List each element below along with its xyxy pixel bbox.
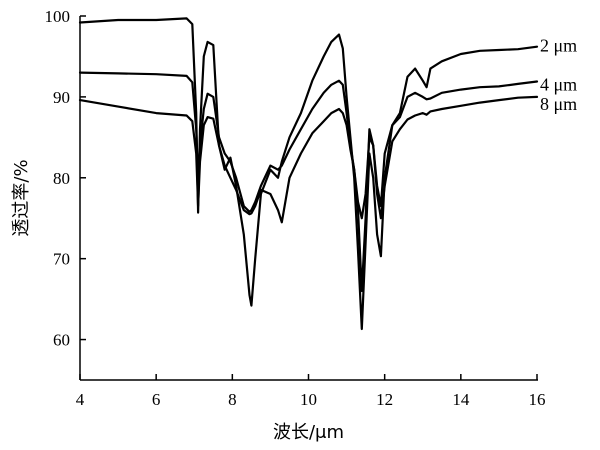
series-line-2um	[78, 17, 539, 331]
y-ticks: 60 70 80 90 100	[45, 7, 86, 350]
series-line-8um	[78, 95, 539, 224]
x-tick-label: 10	[300, 390, 317, 409]
x-axis-label: 波长/μm	[273, 422, 344, 443]
axes-layer	[79, 16, 538, 381]
series-label: 8 μm	[540, 94, 577, 114]
y-tick-label: 80	[53, 169, 70, 188]
x-tick-label: 4	[76, 390, 85, 409]
y-tick-label: 90	[53, 88, 70, 107]
y-tick-label: 60	[53, 331, 70, 350]
series-layer	[78, 17, 539, 331]
series-label: 4 μm	[540, 75, 577, 95]
x-tick-label: 8	[228, 390, 237, 409]
series-labels: 2 μm 4 μm8 μm	[540, 36, 577, 114]
y-tick-label: 70	[53, 250, 70, 269]
x-tick-label: 14	[452, 390, 470, 409]
y-tick-label: 100	[45, 7, 71, 26]
x-tick-label: 16	[529, 390, 546, 409]
x-tick-label: 12	[376, 390, 393, 409]
x-ticks: 4 6 8 10 12 14 16	[76, 374, 546, 409]
x-tick-label: 6	[152, 390, 161, 409]
y-axis-label: 透过率/%	[11, 159, 32, 236]
series-line-4um	[78, 71, 539, 293]
series-label: 2 μm	[540, 36, 577, 56]
